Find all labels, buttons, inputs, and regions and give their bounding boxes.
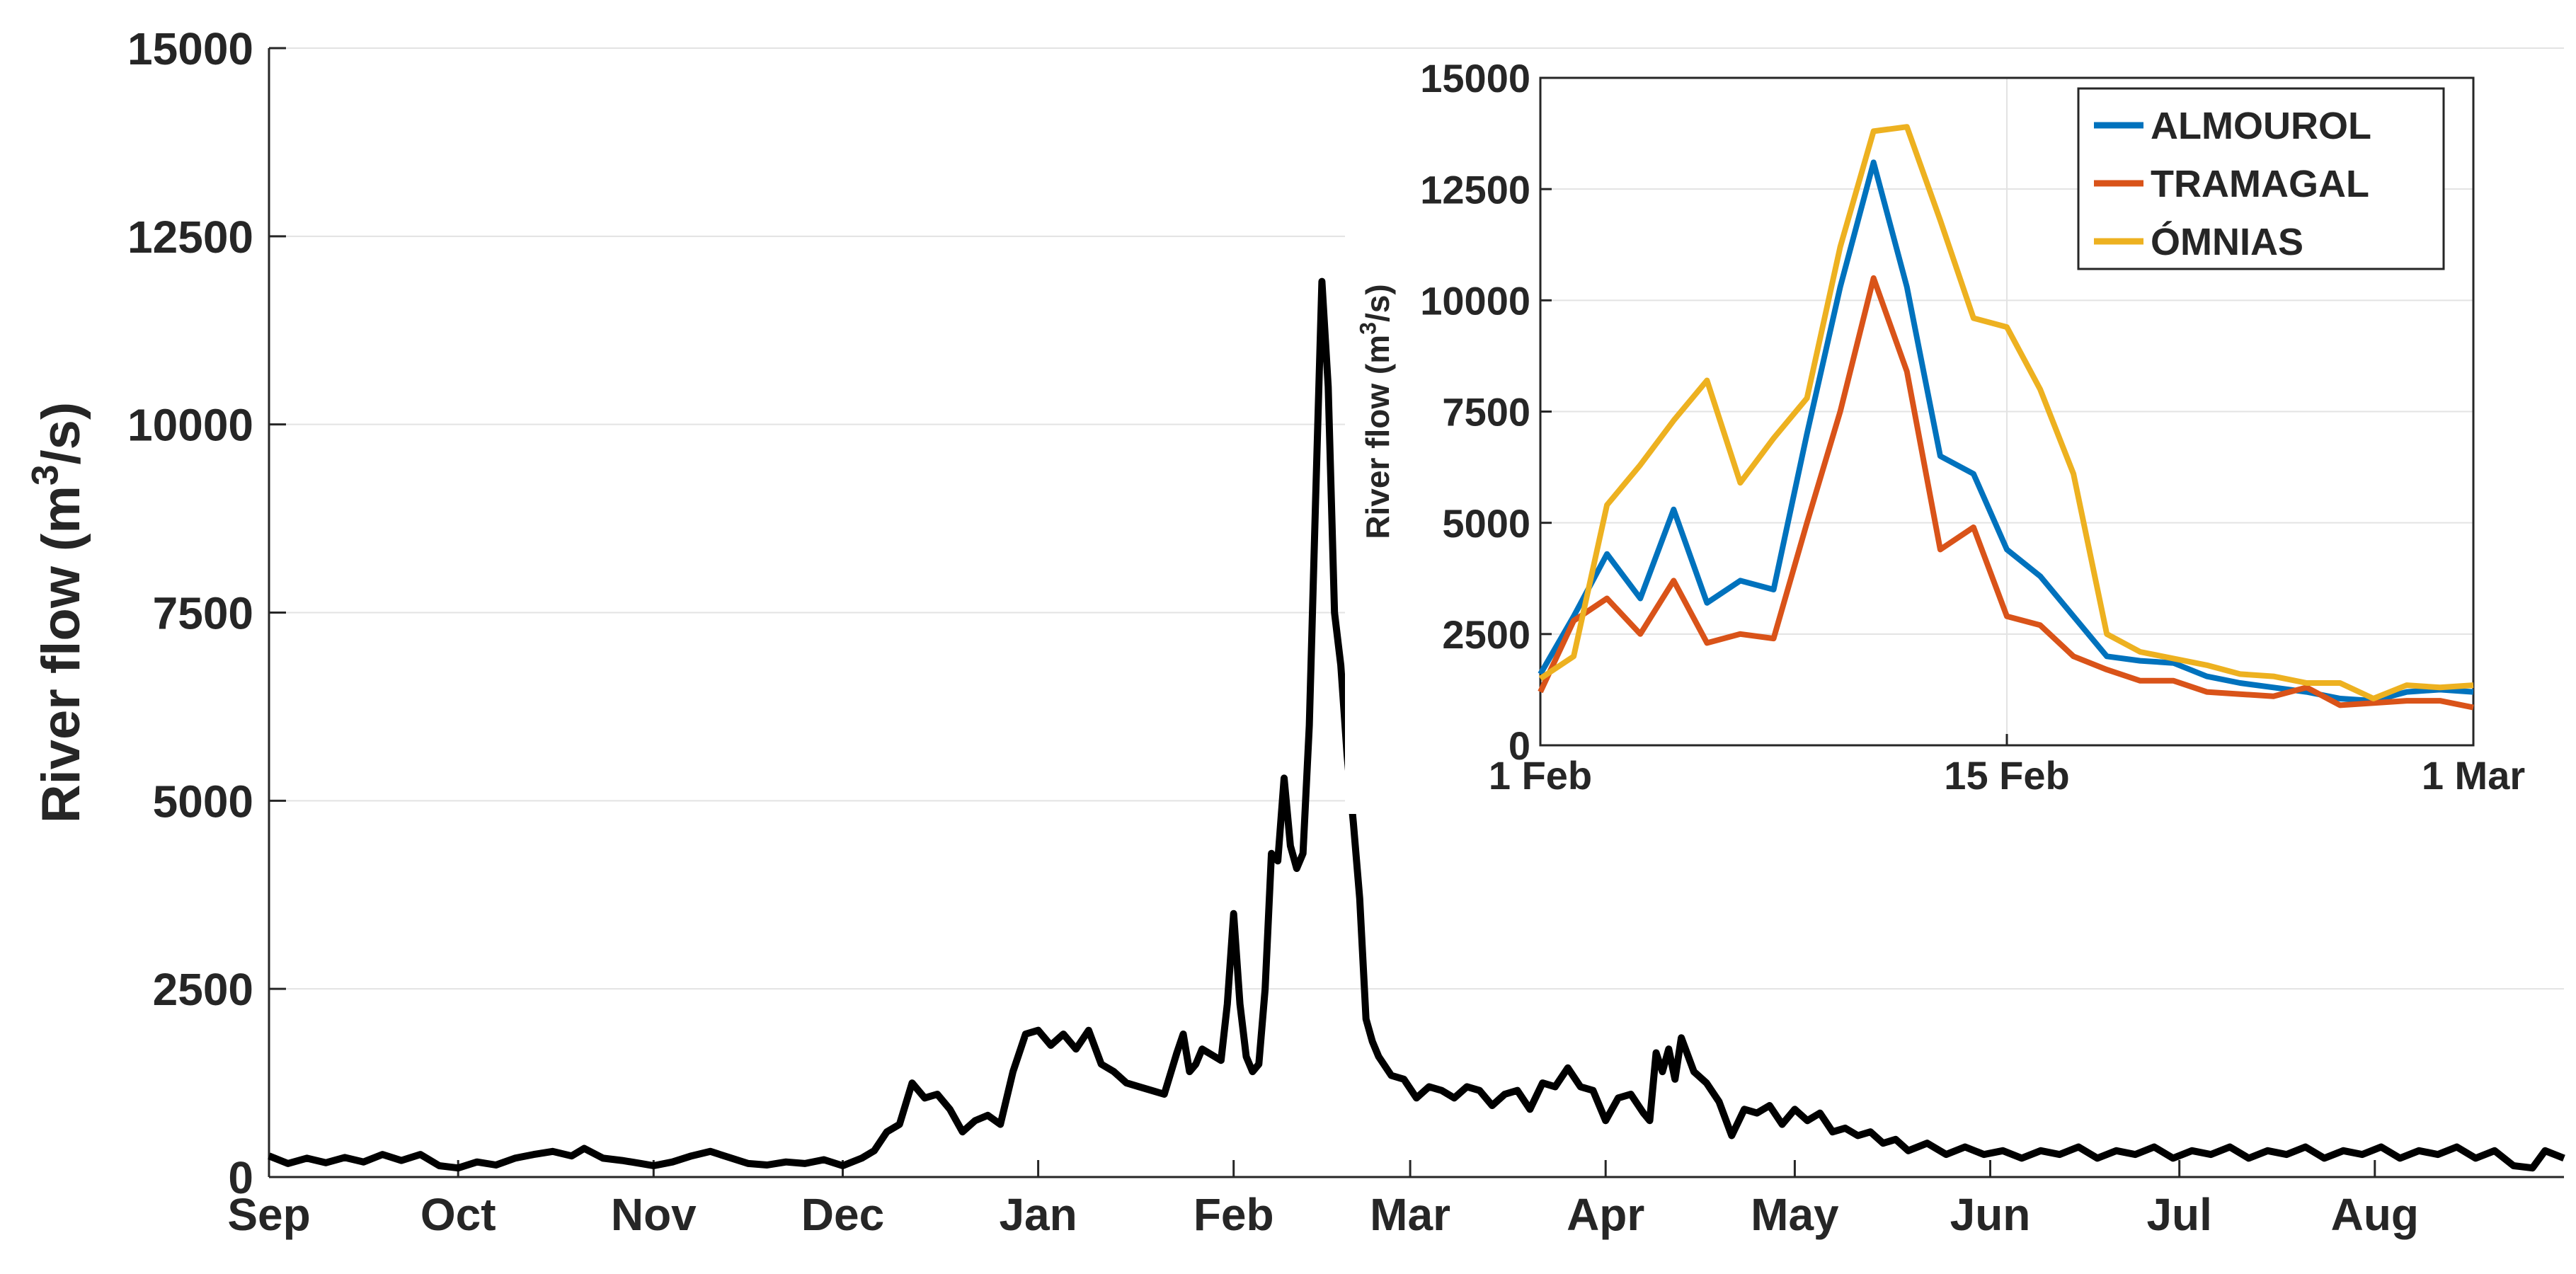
legend-entry: ÓMNIAS — [2151, 221, 2303, 263]
y-axis-label: River flow (m3/s) — [25, 402, 91, 824]
x-tick-label: 1 Mar — [2422, 753, 2525, 798]
x-tick-label: 1 Feb — [1489, 753, 1592, 798]
x-tick-label: Oct — [420, 1189, 496, 1240]
x-tick-label: Sep — [227, 1189, 310, 1240]
x-tick-label: Mar — [1370, 1189, 1450, 1240]
inset-series-line — [1538, 275, 2474, 711]
y-tick-label: 2500 — [153, 964, 253, 1015]
y-tick-label: 7500 — [153, 588, 253, 639]
x-tick-label: Jun — [1950, 1189, 2031, 1240]
y-tick-label: 10000 — [1420, 278, 1530, 323]
x-tick-label: 15 Feb — [1944, 753, 2069, 798]
x-tick-label: Feb — [1193, 1189, 1274, 1240]
y-tick-label: 7500 — [1442, 390, 1530, 435]
inset-axes: 0 2500 5000 7500 10000 12500 15000 1 Feb 15 Feb 1… — [1345, 50, 2566, 814]
main-flow-line — [268, 277, 2565, 1172]
x-tick-label: Nov — [611, 1189, 697, 1240]
y-tick-label: 5000 — [1442, 501, 1530, 546]
x-tick-label: Apr — [1567, 1189, 1644, 1240]
y-tick-label: 15000 — [1420, 56, 1530, 101]
legend-entry: TRAMAGAL — [2151, 163, 2369, 205]
legend-entry: ALMOUROL — [2151, 105, 2371, 147]
x-tick-label: Jan — [999, 1189, 1077, 1240]
x-tick-label: Jul — [2146, 1189, 2211, 1240]
y-tick-label: 12500 — [1420, 167, 1530, 212]
x-tick-label: Dec — [801, 1189, 884, 1240]
y-tick-label: 0 — [228, 1152, 253, 1203]
y-tick-label: 15000 — [127, 23, 253, 74]
x-tick-label: May — [1751, 1189, 1839, 1240]
y-tick-label: 2500 — [1442, 612, 1530, 657]
y-tick-label: 5000 — [153, 776, 253, 827]
x-tick-label: Aug — [2331, 1189, 2419, 1240]
y-tick-label: 0 — [1509, 723, 1530, 768]
inset-series-line — [1538, 124, 2474, 701]
y-tick-label: 12500 — [127, 212, 253, 263]
y-tick-label: 10000 — [127, 400, 253, 451]
y-axis-label: River flow (m3/s) — [1356, 284, 1396, 539]
